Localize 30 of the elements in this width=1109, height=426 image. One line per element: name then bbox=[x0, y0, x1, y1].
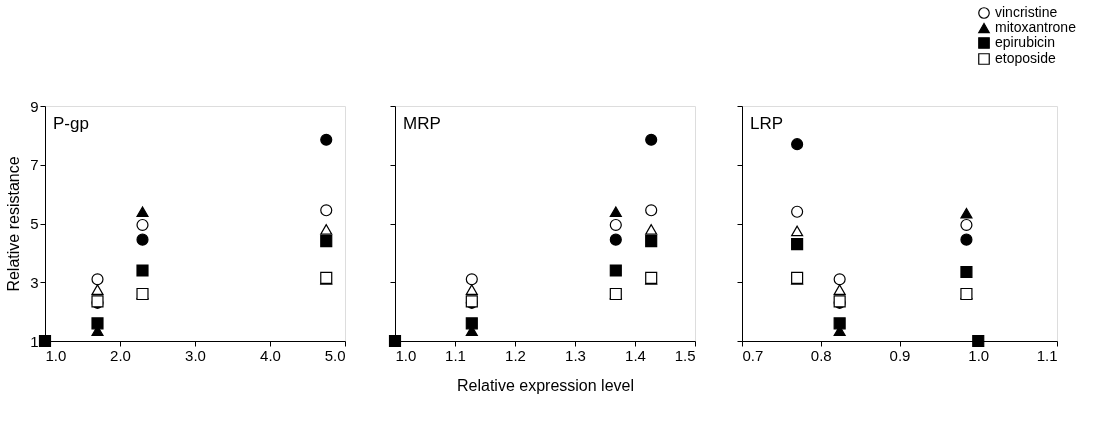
y-tick-label: 9 bbox=[30, 97, 39, 115]
x-tick-label: 1.1 bbox=[1036, 346, 1058, 364]
legend-label: etoposide bbox=[995, 50, 1056, 66]
y-tick-label: 1 bbox=[30, 332, 39, 350]
y-tick-label: 7 bbox=[30, 156, 39, 174]
legend-label: mitoxantrone bbox=[995, 19, 1077, 35]
x-tick-label: 3.0 bbox=[185, 346, 206, 364]
x-tick-label: 0.9 bbox=[889, 346, 911, 364]
legend-label: vincristine bbox=[995, 4, 1058, 20]
y-tick-label: 5 bbox=[30, 215, 39, 232]
x-tick-label: 1.0 bbox=[395, 346, 417, 364]
x-tick-label: 1.2 bbox=[505, 346, 526, 364]
x-tick-label: 1.1 bbox=[445, 346, 466, 364]
annotation: P-gp bbox=[53, 114, 89, 133]
x-tick-label: 0.8 bbox=[810, 346, 832, 364]
x-tick-label: 0.7 bbox=[742, 346, 764, 364]
x-tick-label: 1.0 bbox=[45, 346, 67, 364]
x-axis-title: Relative expression level bbox=[457, 376, 634, 394]
x-tick-label: 1.0 bbox=[968, 346, 990, 364]
x-tick-label: 2.0 bbox=[110, 346, 131, 364]
annotation: LRP bbox=[750, 114, 784, 133]
x-tick-label: 4.0 bbox=[260, 346, 281, 364]
x-tick-label: 1.3 bbox=[565, 346, 586, 364]
y-tick-label: 3 bbox=[30, 273, 39, 291]
x-tick-label: 1.4 bbox=[625, 346, 646, 364]
annotation: MRP bbox=[403, 114, 441, 133]
y-axis-title: Relative resistance bbox=[5, 156, 23, 292]
x-tick-label: 5.0 bbox=[324, 346, 346, 364]
x-tick-label: 1.5 bbox=[674, 346, 696, 364]
legend-label: epirubicin bbox=[995, 34, 1055, 50]
